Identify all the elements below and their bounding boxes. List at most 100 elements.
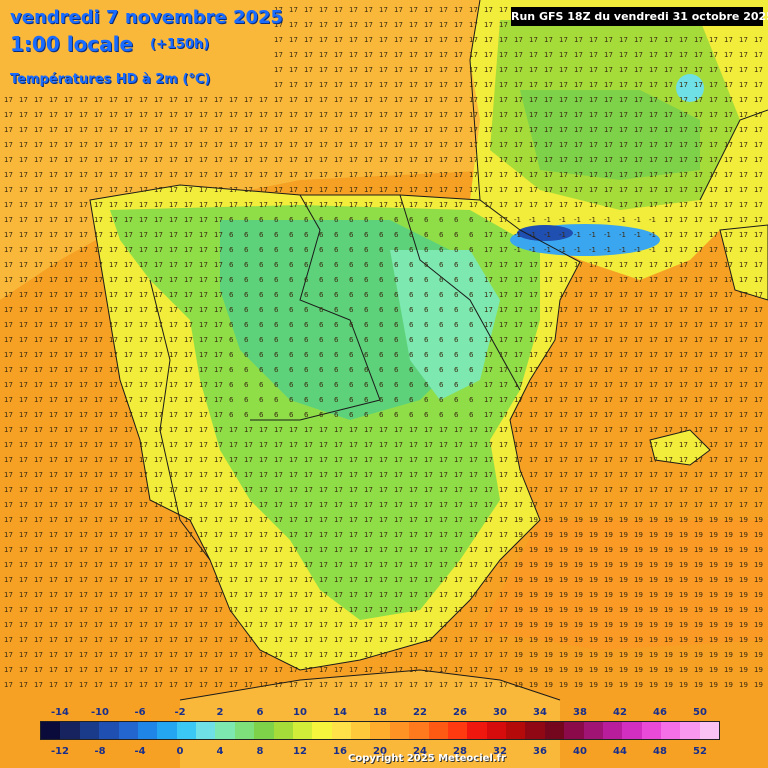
grid-value: 17 [289,186,298,194]
grid-value: 17 [94,666,103,674]
legend-color-cell [99,722,119,739]
grid-value: 17 [514,336,523,344]
grid-value: 17 [124,666,133,674]
grid-value: 17 [634,111,643,119]
grid-value: 19 [754,546,763,554]
grid-value: 17 [439,126,448,134]
grid-value: 17 [619,66,628,74]
grid-value: 17 [724,486,733,494]
grid-value: 17 [244,471,253,479]
grid-value: 17 [754,201,763,209]
grid-value: 6 [334,306,339,314]
grid-value: 17 [649,336,658,344]
grid-value: 17 [499,51,508,59]
grid-value: 17 [49,156,58,164]
grid-value: 17 [604,426,613,434]
grid-value: 17 [649,441,658,449]
grid-value: 17 [274,111,283,119]
grid-value: 17 [4,201,13,209]
grid-value: 17 [679,81,688,89]
grid-value: 17 [34,621,43,629]
grid-value: 17 [409,141,418,149]
grid-value: 17 [484,126,493,134]
grid-value: 17 [334,621,343,629]
grid-value: 17 [169,261,178,269]
grid-value: 17 [349,6,358,14]
grid-value: 17 [739,471,748,479]
grid-value: 17 [514,81,523,89]
grid-value: 17 [559,471,568,479]
grid-value: 17 [124,216,133,224]
grid-value: 17 [514,351,523,359]
grid-value: 17 [49,246,58,254]
grid-value: 17 [34,306,43,314]
grid-value: 17 [439,81,448,89]
grid-value: 17 [94,336,103,344]
map-date-title: vendredi 7 novembre 2025 [10,7,284,28]
grid-value: 17 [514,276,523,284]
grid-value: 17 [544,321,553,329]
grid-value: 17 [94,651,103,659]
grid-value: 17 [694,366,703,374]
grid-value: 17 [604,261,613,269]
grid-value: 17 [349,201,358,209]
grid-value: 17 [4,456,13,464]
grid-value: 6 [469,291,474,299]
grid-value: 17 [199,216,208,224]
grid-value: 17 [604,291,613,299]
grid-value: 17 [199,396,208,404]
grid-value: 17 [79,141,88,149]
grid-value: 17 [349,621,358,629]
legend-color-cell [486,722,506,739]
grid-value: 17 [79,201,88,209]
grid-value: 17 [4,471,13,479]
grid-value: 17 [409,201,418,209]
grid-value: 17 [649,96,658,104]
grid-value: 6 [349,396,354,404]
grid-value: 6 [394,306,399,314]
grid-value: 17 [724,366,733,374]
grid-value: 17 [514,306,523,314]
grid-value: 6 [289,261,294,269]
grid-value: 17 [349,156,358,164]
grid-value: 6 [304,411,309,419]
grid-value: 17 [304,201,313,209]
grid-value: 17 [184,501,193,509]
grid-value: 17 [664,441,673,449]
grid-value: -1 [544,246,551,254]
grid-value: 17 [499,396,508,404]
grid-value: 17 [439,666,448,674]
grid-value: 17 [589,366,598,374]
grid-value: 17 [4,141,13,149]
grid-value: 17 [529,381,538,389]
grid-value: 17 [259,486,268,494]
grid-value: 17 [559,306,568,314]
grid-value: 17 [709,291,718,299]
grid-value: 17 [724,441,733,449]
grid-value: 17 [184,261,193,269]
grid-value: 17 [184,231,193,239]
legend-color-cell [602,722,623,739]
grid-value: 6 [349,306,354,314]
grid-value: 17 [724,321,733,329]
grid-value: 6 [379,306,384,314]
grid-value: 17 [214,666,223,674]
grid-value: 19 [589,561,598,569]
grid-value: 19 [649,666,658,674]
grid-value: 19 [514,546,523,554]
legend-tick-label: 20 [373,746,387,757]
grid-value: 17 [694,81,703,89]
grid-value: 17 [259,471,268,479]
grid-value: 17 [199,111,208,119]
grid-value: 17 [289,546,298,554]
grid-value: 6 [319,306,324,314]
grid-value: 17 [484,351,493,359]
grid-value: 19 [604,621,613,629]
grid-value: 19 [514,636,523,644]
grid-value: 17 [544,306,553,314]
grid-value: 17 [319,681,328,689]
grid-value: 17 [244,171,253,179]
grid-value: 19 [679,576,688,584]
grid-value: 17 [724,81,733,89]
grid-value: 17 [439,486,448,494]
